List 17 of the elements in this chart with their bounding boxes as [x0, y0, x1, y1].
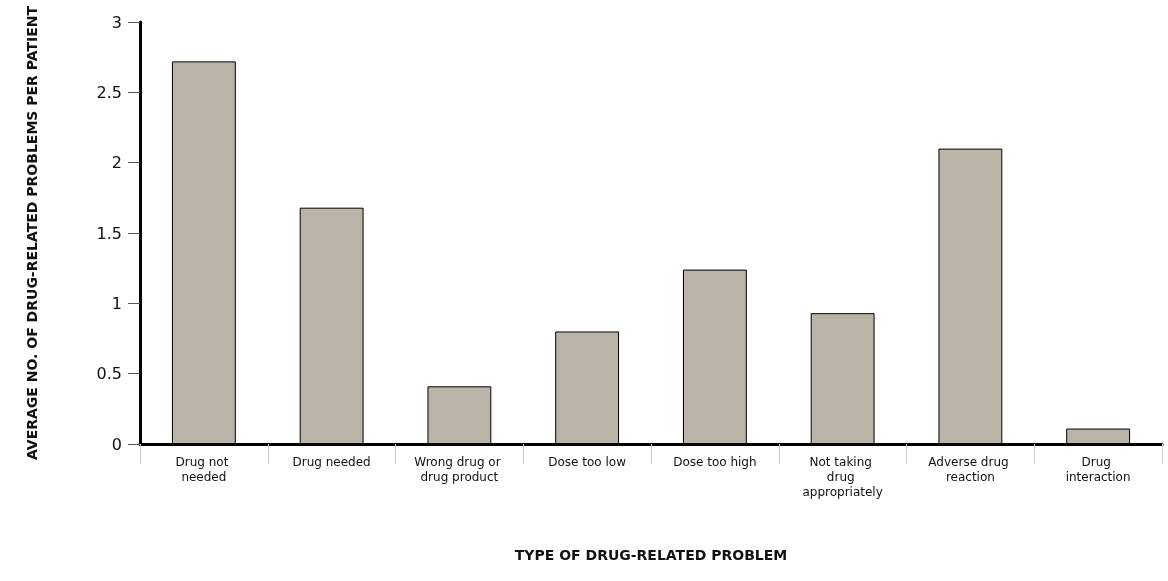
x-tick-label: Not taking drug appropriately: [802, 454, 883, 499]
x-axis-title: TYPE OF DRUG-RELATED PROBLEM: [514, 547, 788, 563]
x-tick-label: Drug not needed: [175, 454, 233, 484]
y-tick-label: 0.5: [96, 364, 122, 384]
y-tick-label: 0: [111, 434, 122, 454]
x-tick-label: Wrong drug or drug product: [414, 454, 505, 484]
y-tick-label: 3: [111, 12, 122, 32]
y-tick-label: 2.5: [96, 82, 122, 102]
x-tick-label: Adverse drug reaction: [928, 454, 1013, 484]
x-tick-label: Drug interaction: [1065, 454, 1131, 484]
x-tick-label: Drug needed: [292, 454, 371, 469]
x-tick-label: Dose too high: [673, 454, 757, 469]
y-tick-label: 1: [111, 293, 122, 313]
y-tick-label: 1.5: [96, 223, 122, 243]
y-tick-label: 2: [111, 153, 122, 173]
x-tick-label: Dose too low: [548, 454, 627, 469]
y-axis-title: AVERAGE NO. OF DRUG-RELATED PROBLEMS PER PATIENT: [23, 5, 40, 461]
